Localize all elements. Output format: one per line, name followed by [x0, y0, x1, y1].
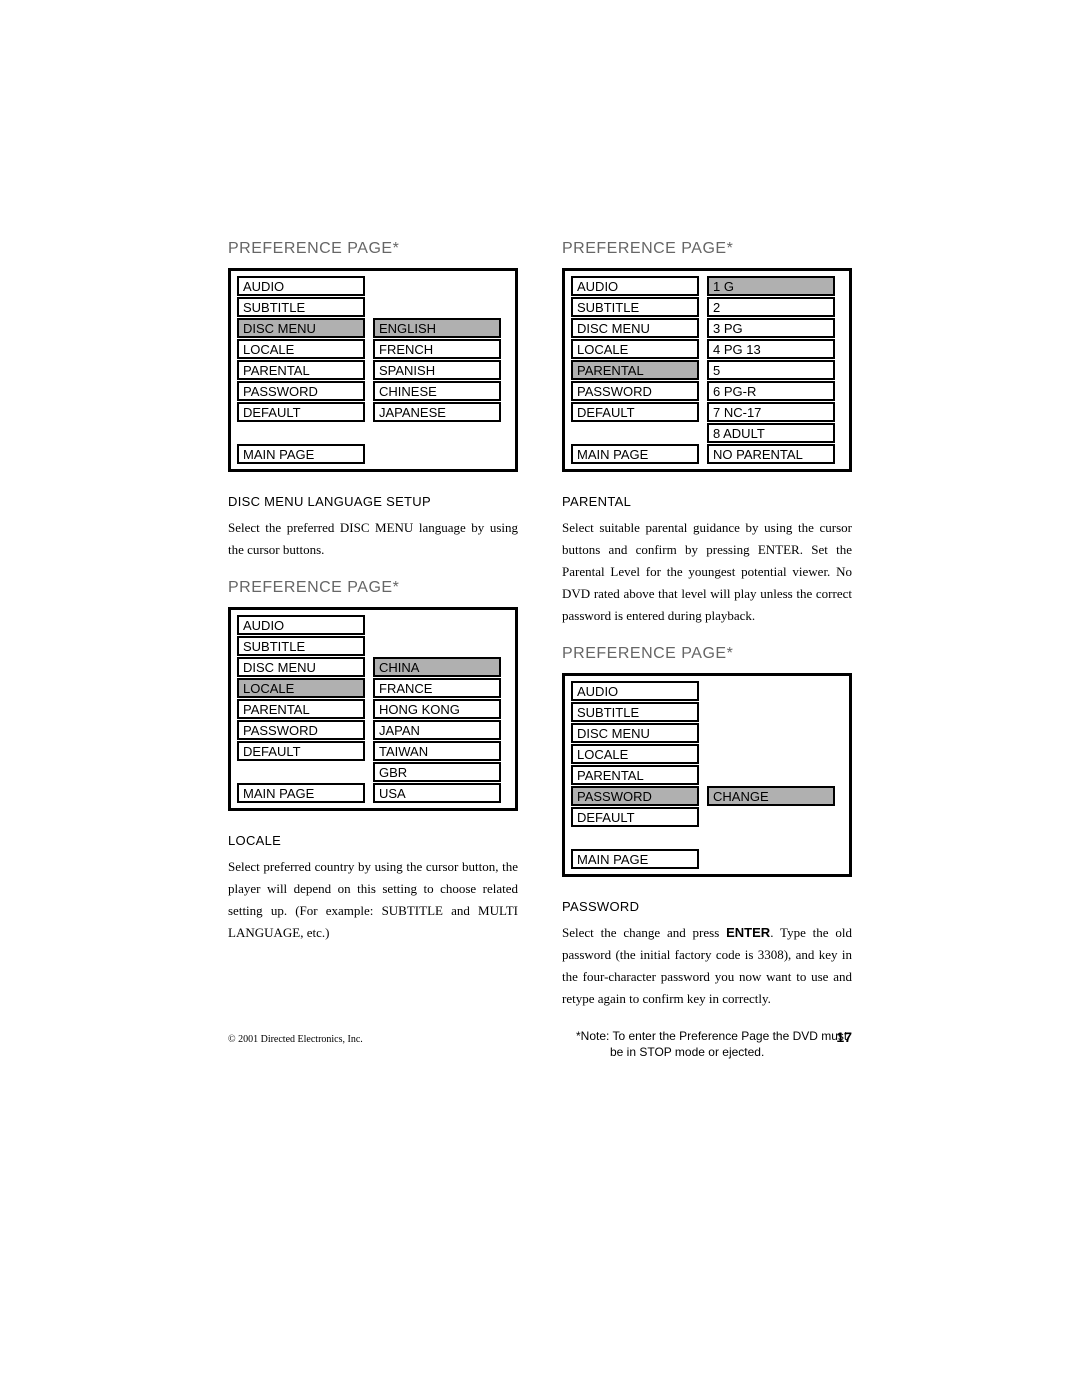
menu-option[interactable]: 6 PG-R — [707, 381, 835, 401]
password-text: Select the change and press ENTER. Type … — [562, 922, 852, 1010]
menu-item-audio[interactable]: AUDIO — [237, 276, 365, 296]
pref-page-title: PREFERENCE PAGE* — [562, 645, 852, 663]
menu-option[interactable]: HONG KONG — [373, 699, 501, 719]
menu-option[interactable]: TAIWAN — [373, 741, 501, 761]
menu-item-default[interactable]: DEFAULT — [237, 402, 365, 422]
right-column: PREFERENCE PAGE* AUDIO SUBTITLE DISC MEN… — [562, 240, 852, 1060]
menu-spacer — [373, 615, 501, 635]
pref-page-title: PREFERENCE PAGE* — [562, 240, 852, 258]
menu-item-default[interactable]: DEFAULT — [237, 741, 365, 761]
menu-item-parental[interactable]: PARENTAL — [237, 360, 365, 380]
menu-box-password: AUDIO SUBTITLE DISC MENU LOCALE PARENTAL… — [562, 673, 852, 877]
menu-option[interactable]: GBR — [373, 762, 501, 782]
page-content: PREFERENCE PAGE* AUDIO SUBTITLE DISC MEN… — [228, 240, 852, 1060]
menu-spacer — [571, 828, 699, 848]
menu-item-subtitle[interactable]: SUBTITLE — [571, 297, 699, 317]
menu-option[interactable]: 4 PG 13 — [707, 339, 835, 359]
menu-spacer — [707, 681, 835, 701]
pref-page-title: PREFERENCE PAGE* — [228, 240, 518, 258]
parental-subhead: PARENTAL — [562, 494, 852, 509]
menu-item-audio[interactable]: AUDIO — [571, 681, 699, 701]
menu-item-locale[interactable]: LOCALE — [237, 339, 365, 359]
menu-item-discmenu[interactable]: DISC MENU — [571, 318, 699, 338]
page-footer: © 2001 Directed Electronics, Inc. 17 — [228, 1029, 852, 1045]
discmenu-subhead: DISC MENU LANGUAGE SETUP — [228, 494, 518, 509]
menu-option[interactable]: 1 G — [707, 276, 835, 296]
password-text-bold: ENTER — [726, 925, 770, 940]
locale-text: Select preferred country by using the cu… — [228, 856, 518, 944]
menu-item-subtitle[interactable]: SUBTITLE — [237, 636, 365, 656]
menu-option[interactable]: 8 ADULT — [707, 423, 835, 443]
menu-box-parental: AUDIO SUBTITLE DISC MENU LOCALE PARENTAL… — [562, 268, 852, 472]
menu-item-parental[interactable]: PARENTAL — [237, 699, 365, 719]
menu-item-locale[interactable]: LOCALE — [571, 339, 699, 359]
password-text-before: Select the change and press — [562, 925, 726, 940]
menu-item-mainpage[interactable]: MAIN PAGE — [571, 849, 699, 869]
left-column: PREFERENCE PAGE* AUDIO SUBTITLE DISC MEN… — [228, 240, 518, 1060]
menu-item-locale[interactable]: LOCALE — [571, 744, 699, 764]
menu-option[interactable]: JAPANESE — [373, 402, 501, 422]
menu-item-mainpage[interactable]: MAIN PAGE — [237, 783, 365, 803]
menu-box-locale: AUDIO SUBTITLE DISC MENU LOCALE PARENTAL… — [228, 607, 518, 811]
menu-option[interactable]: 2 — [707, 297, 835, 317]
menu-spacer — [237, 423, 365, 443]
menu-spacer — [571, 423, 699, 443]
menu-item-mainpage[interactable]: MAIN PAGE — [571, 444, 699, 464]
menu-item-discmenu[interactable]: DISC MENU — [237, 657, 365, 677]
menu-item-discmenu[interactable]: DISC MENU — [237, 318, 365, 338]
menu-option[interactable]: USA — [373, 783, 501, 803]
menu-spacer — [373, 636, 501, 656]
menu-option[interactable]: 3 PG — [707, 318, 835, 338]
discmenu-text: Select the preferred DISC MENU language … — [228, 517, 518, 561]
menu-item-default[interactable]: DEFAULT — [571, 807, 699, 827]
menu-option[interactable]: 5 — [707, 360, 835, 380]
menu-option[interactable]: CHINA — [373, 657, 501, 677]
menu-spacer — [373, 297, 501, 317]
menu-option[interactable]: JAPAN — [373, 720, 501, 740]
menu-spacer — [707, 723, 835, 743]
menu-item-subtitle[interactable]: SUBTITLE — [571, 702, 699, 722]
menu-item-default[interactable]: DEFAULT — [571, 402, 699, 422]
menu-option[interactable]: CHANGE — [707, 786, 835, 806]
two-column-layout: PREFERENCE PAGE* AUDIO SUBTITLE DISC MEN… — [228, 240, 852, 1060]
menu-box-discmenu: AUDIO SUBTITLE DISC MENU LOCALE PARENTAL… — [228, 268, 518, 472]
menu-spacer — [707, 744, 835, 764]
menu-item-audio[interactable]: AUDIO — [237, 615, 365, 635]
menu-item-parental[interactable]: PARENTAL — [571, 765, 699, 785]
pref-page-title: PREFERENCE PAGE* — [228, 579, 518, 597]
parental-text: Select suitable parental guidance by usi… — [562, 517, 852, 627]
menu-option[interactable]: ENGLISH — [373, 318, 501, 338]
menu-item-password[interactable]: PASSWORD — [237, 720, 365, 740]
menu-item-audio[interactable]: AUDIO — [571, 276, 699, 296]
menu-item-password[interactable]: PASSWORD — [571, 786, 699, 806]
menu-item-password[interactable]: PASSWORD — [237, 381, 365, 401]
menu-option[interactable]: CHINESE — [373, 381, 501, 401]
password-subhead: PASSWORD — [562, 899, 852, 914]
menu-item-mainpage[interactable]: MAIN PAGE — [237, 444, 365, 464]
menu-spacer — [237, 762, 365, 782]
menu-option[interactable]: 7 NC-17 — [707, 402, 835, 422]
menu-item-password[interactable]: PASSWORD — [571, 381, 699, 401]
menu-item-discmenu[interactable]: DISC MENU — [571, 723, 699, 743]
menu-option[interactable]: FRENCH — [373, 339, 501, 359]
menu-option[interactable]: SPANISH — [373, 360, 501, 380]
menu-item-subtitle[interactable]: SUBTITLE — [237, 297, 365, 317]
page-number: 17 — [836, 1029, 852, 1045]
menu-option[interactable]: FRANCE — [373, 678, 501, 698]
menu-option[interactable]: NO PARENTAL — [707, 444, 835, 464]
menu-item-parental[interactable]: PARENTAL — [571, 360, 699, 380]
menu-spacer — [707, 702, 835, 722]
copyright-text: © 2001 Directed Electronics, Inc. — [228, 1034, 363, 1045]
menu-spacer — [707, 765, 835, 785]
menu-item-locale[interactable]: LOCALE — [237, 678, 365, 698]
menu-spacer — [373, 276, 501, 296]
locale-subhead: LOCALE — [228, 833, 518, 848]
